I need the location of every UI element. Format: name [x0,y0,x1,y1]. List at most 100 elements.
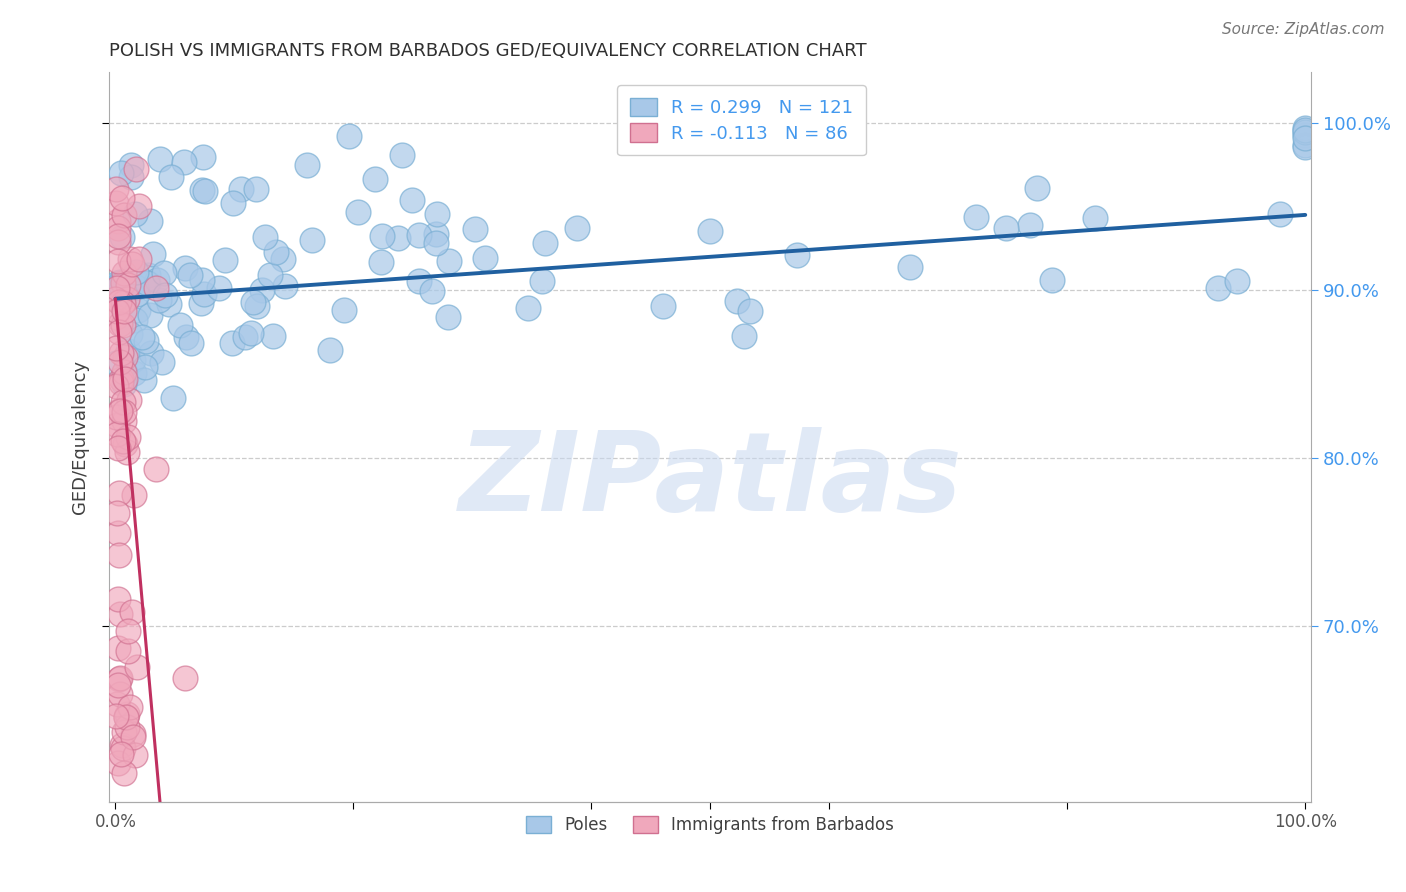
Point [534,236,557,251]
Point [174,672,197,686]
Point [1268,206,1291,220]
Point [333,302,356,317]
Point [112,208,135,222]
Point [250,283,273,297]
Point [115,292,138,306]
Point [145,462,167,476]
Point [139,346,162,360]
Point [274,279,297,293]
Point [125,161,148,176]
Point [121,257,143,271]
Point [531,274,554,288]
Point [105,417,128,432]
Point [139,308,162,322]
Point [114,351,136,365]
Point [125,287,148,301]
Point [408,275,430,289]
Point [208,281,231,295]
Point [1294,128,1316,143]
Point [125,660,148,674]
Point [128,199,150,213]
Point [425,227,447,241]
Point [107,756,129,770]
Point [107,235,129,249]
Point [733,328,755,343]
Point [118,699,141,714]
Point [108,485,131,500]
Y-axis label: GED/Equivalency: GED/Equivalency [72,360,89,514]
Point [174,330,197,344]
Point [425,235,447,250]
Point [110,376,132,390]
Point [1294,139,1316,153]
Point [105,341,128,355]
Point [1026,181,1049,195]
Point [157,296,180,310]
Point [420,284,443,298]
Point [112,377,135,392]
Point [105,427,128,442]
Point [134,360,156,375]
Point [107,441,129,455]
Point [105,506,128,520]
Point [565,221,588,235]
Point [464,222,486,236]
Point [347,204,370,219]
Point [108,317,131,331]
Point [112,276,135,290]
Point [180,335,202,350]
Point [117,343,139,358]
Point [149,152,172,166]
Point [105,697,128,711]
Point [135,334,157,348]
Point [107,672,129,686]
Point [1294,131,1316,145]
Point [191,273,214,287]
Point [107,229,129,244]
Point [146,273,169,287]
Point [104,196,127,211]
Point [738,304,761,318]
Point [127,302,149,317]
Point [122,727,145,741]
Point [122,353,145,368]
Point [105,276,128,290]
Point [132,373,155,387]
Point [121,605,143,619]
Point [115,445,138,459]
Point [965,211,987,225]
Point [253,229,276,244]
Point [148,293,170,307]
Point [122,488,145,502]
Point [229,182,252,196]
Point [117,644,139,658]
Point [108,295,131,310]
Point [245,182,267,196]
Point [114,366,136,380]
Point [162,391,184,405]
Point [108,355,131,369]
Point [111,738,134,752]
Point [112,405,135,419]
Point [145,281,167,295]
Point [107,592,129,607]
Point [118,281,141,295]
Point [105,709,128,723]
Point [114,372,136,386]
Point [221,196,243,211]
Point [115,720,138,734]
Point [1226,274,1249,288]
Point [110,372,132,386]
Point [651,299,673,313]
Point [1294,137,1316,152]
Point [1019,218,1042,232]
Point [107,286,129,301]
Point [437,254,460,268]
Point [437,310,460,325]
Point [112,434,135,448]
Point [516,301,538,315]
Point [124,747,146,762]
Point [112,765,135,780]
Point [898,260,921,274]
Point [994,220,1017,235]
